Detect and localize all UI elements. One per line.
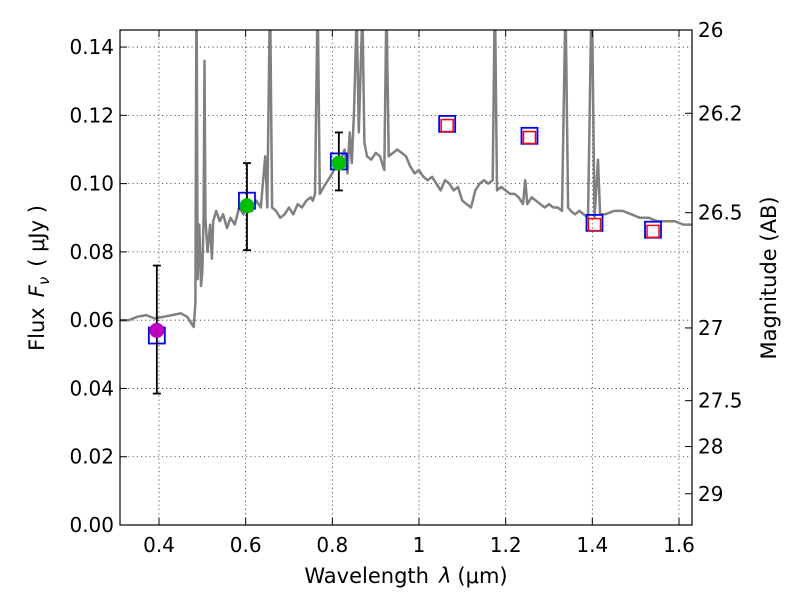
- y2-axis-title: Magnitude (AB): [757, 196, 781, 359]
- mag-tick-label: 26.5: [698, 201, 743, 225]
- y-tick-label: 0.02: [69, 445, 114, 469]
- x-tick-label: 0.4: [143, 533, 175, 557]
- y-tick-label: 0.12: [69, 103, 114, 127]
- mag-tick-label: 26.2: [698, 101, 743, 125]
- y-tick-label: 0.08: [69, 240, 114, 264]
- marker-layer: [147, 114, 662, 395]
- upper-limit-point: [646, 224, 660, 239]
- x-tick-label: 1.4: [576, 533, 608, 557]
- x-tick-label: 0.6: [230, 533, 262, 557]
- x-tick-label: 1.6: [663, 533, 695, 557]
- upper-limit-point: [587, 217, 602, 232]
- spectrum-line: [120, 30, 692, 329]
- mag-tick-label: 27: [698, 316, 723, 340]
- mag-tick-label: 29: [698, 482, 723, 506]
- mag-tick-label: 26: [698, 18, 723, 42]
- ticks: 0.4 0.6 0.8 1 1.2 1.4 1.6 0.00 0.02 0.04 0.06 0.08 0…: [69, 18, 742, 557]
- spectrum-layer: [120, 30, 692, 329]
- upper-limit-point: [522, 130, 537, 145]
- observed-point: [239, 198, 255, 214]
- y-tick-label: 0.00: [69, 513, 114, 537]
- observed-point: [149, 322, 165, 338]
- observed-point: [331, 155, 347, 171]
- y-tick-label: 0.04: [69, 376, 114, 400]
- x-tick-label: 1: [413, 533, 426, 557]
- x-tick-label: 0.8: [316, 533, 348, 557]
- y-axis-title: FluxFν( μJy ): [25, 205, 53, 351]
- x-tick-label: 1.2: [490, 533, 522, 557]
- mag-tick-label: 28: [698, 435, 723, 459]
- upper-limit-point: [440, 118, 454, 133]
- y-tick-label: 0.06: [69, 308, 114, 332]
- plot-frame: [119, 29, 693, 526]
- mag-tick-label: 27.5: [698, 389, 743, 413]
- x-axis-title: Wavelength λ (μm): [304, 564, 507, 588]
- y-tick-label: 0.10: [69, 172, 114, 196]
- y-tick-label: 0.14: [69, 35, 114, 59]
